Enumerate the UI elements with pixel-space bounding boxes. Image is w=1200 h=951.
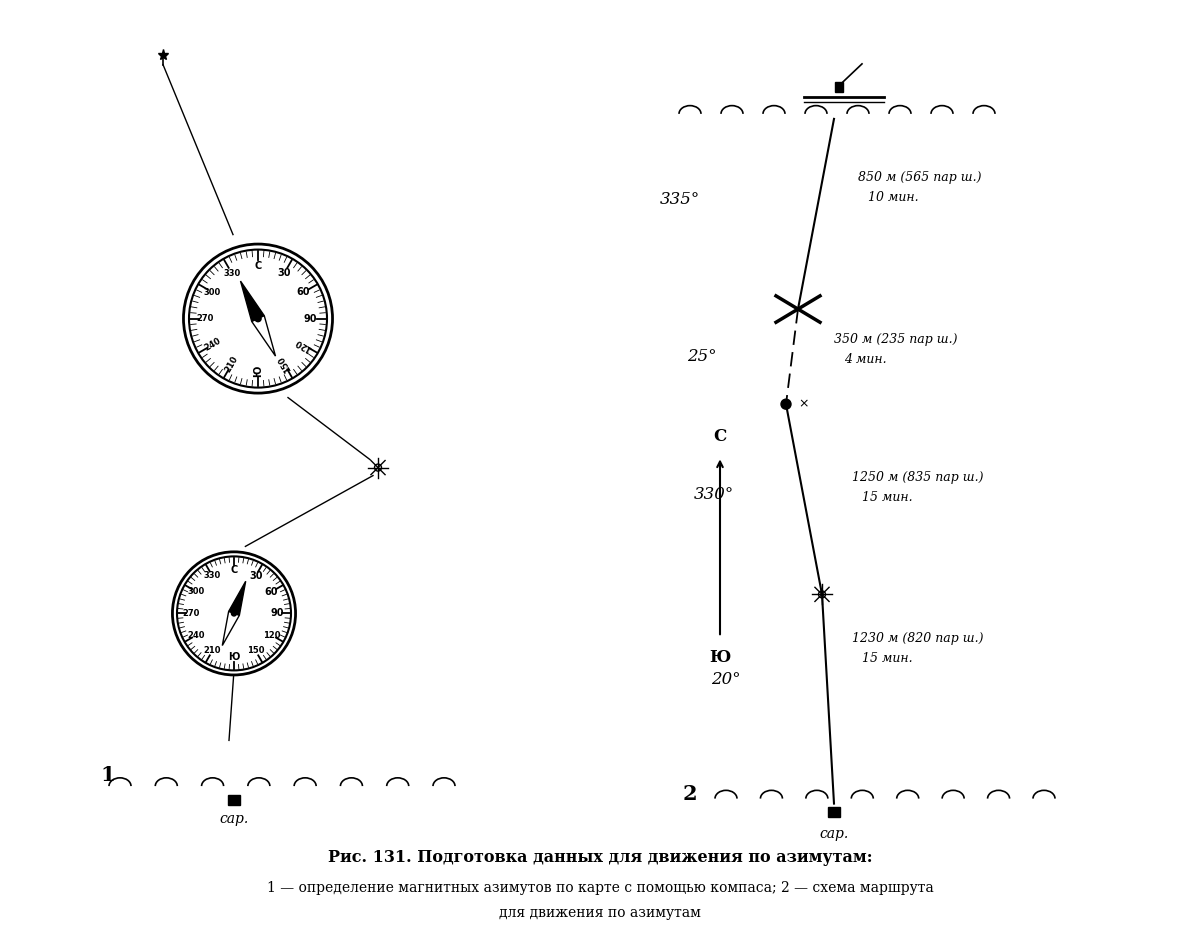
Text: 15 мин.: 15 мин. bbox=[862, 491, 913, 503]
Circle shape bbox=[184, 244, 332, 393]
Text: 120: 120 bbox=[263, 631, 281, 640]
Text: 20°: 20° bbox=[712, 671, 740, 689]
Polygon shape bbox=[222, 611, 239, 646]
Text: Ю: Ю bbox=[709, 649, 731, 666]
Circle shape bbox=[781, 399, 791, 409]
Bar bbox=[228, 795, 240, 805]
Text: 350 м (235 пар ш.): 350 м (235 пар ш.) bbox=[834, 333, 958, 345]
Text: 150: 150 bbox=[276, 354, 293, 374]
Text: сар.: сар. bbox=[220, 812, 248, 826]
Text: 210: 210 bbox=[204, 647, 221, 655]
Text: 300: 300 bbox=[204, 288, 221, 297]
Text: для движения по азимутам: для движения по азимутам bbox=[499, 906, 701, 920]
Text: Ю: Ю bbox=[253, 365, 263, 377]
Text: 60: 60 bbox=[296, 287, 310, 298]
Text: 1250 м (835 пар ш.): 1250 м (835 пар ш.) bbox=[852, 471, 984, 483]
Text: 30: 30 bbox=[277, 268, 290, 279]
Text: 210: 210 bbox=[223, 354, 240, 374]
Text: 240: 240 bbox=[187, 631, 205, 640]
Text: 4 мин.: 4 мин. bbox=[844, 353, 887, 365]
Text: 60: 60 bbox=[265, 587, 278, 596]
Text: С: С bbox=[713, 428, 727, 445]
Text: 25°: 25° bbox=[688, 348, 716, 365]
Text: 1230 м (820 пар ш.): 1230 м (820 пар ш.) bbox=[852, 632, 984, 645]
Text: 90: 90 bbox=[270, 609, 284, 618]
Text: сар.: сар. bbox=[820, 826, 848, 841]
Bar bbox=[835, 82, 842, 92]
Text: 270: 270 bbox=[182, 609, 199, 618]
Text: Ю: Ю bbox=[228, 651, 240, 662]
Circle shape bbox=[178, 556, 292, 670]
Bar bbox=[828, 806, 840, 817]
Text: С: С bbox=[230, 565, 238, 575]
Polygon shape bbox=[240, 281, 264, 321]
Text: 30: 30 bbox=[248, 571, 263, 581]
Text: 300: 300 bbox=[188, 587, 205, 596]
Text: ×: × bbox=[798, 398, 809, 411]
Text: 1: 1 bbox=[101, 765, 115, 786]
Circle shape bbox=[254, 316, 262, 321]
Text: 15 мин.: 15 мин. bbox=[862, 652, 913, 665]
Text: Рис. 131. Подготовка данных для движения по азимутам:: Рис. 131. Подготовка данных для движения… bbox=[328, 849, 872, 866]
Text: 90: 90 bbox=[304, 314, 317, 323]
Text: 1 — определение магнитных азимутов по карте с помощью компаса; 2 — схема маршрут: 1 — определение магнитных азимутов по ка… bbox=[266, 882, 934, 895]
Text: 2: 2 bbox=[683, 784, 697, 805]
Text: 120: 120 bbox=[294, 337, 313, 353]
Text: С: С bbox=[254, 262, 262, 271]
Text: 270: 270 bbox=[197, 314, 215, 323]
Text: 10 мин.: 10 мин. bbox=[868, 191, 919, 204]
Text: 330°: 330° bbox=[694, 486, 734, 503]
Text: 335°: 335° bbox=[660, 191, 701, 208]
Text: 330: 330 bbox=[204, 572, 221, 580]
Text: 330: 330 bbox=[223, 269, 240, 278]
Polygon shape bbox=[252, 316, 276, 356]
Text: 850 м (565 пар ш.): 850 м (565 пар ш.) bbox=[858, 171, 982, 184]
Polygon shape bbox=[229, 581, 246, 615]
Circle shape bbox=[173, 552, 295, 675]
Text: 150: 150 bbox=[247, 647, 264, 655]
Circle shape bbox=[190, 249, 326, 388]
Text: 240: 240 bbox=[203, 337, 222, 353]
Circle shape bbox=[232, 611, 236, 616]
